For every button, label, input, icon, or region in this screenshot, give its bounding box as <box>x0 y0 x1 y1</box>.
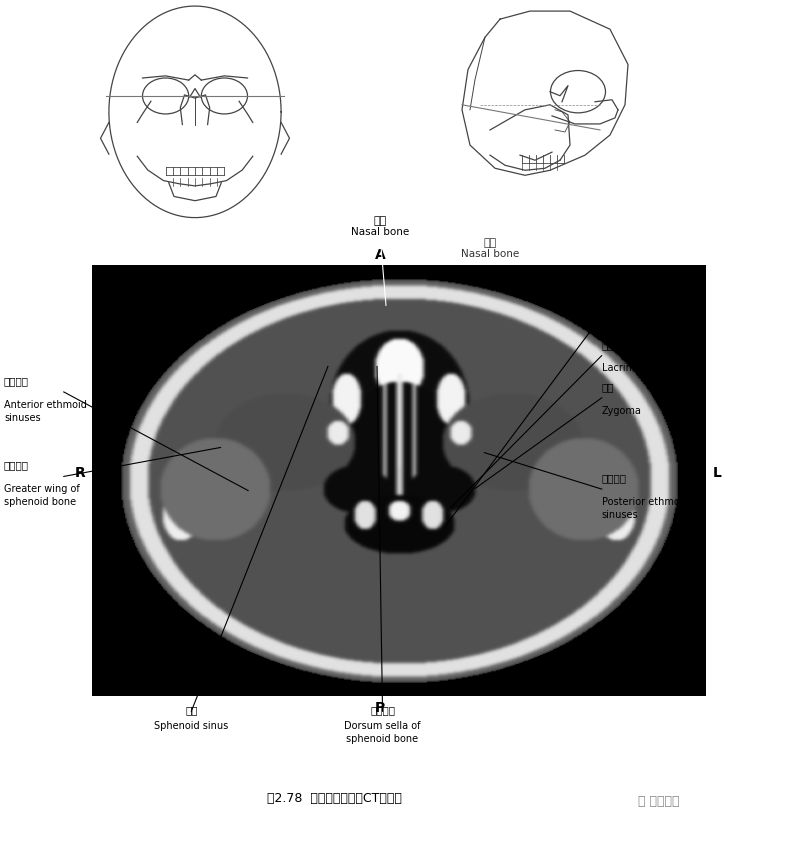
Text: Greater wing of
sphenoid bone: Greater wing of sphenoid bone <box>4 484 80 506</box>
Text: 筛窦前群: 筛窦前群 <box>4 376 29 386</box>
Text: R: R <box>74 466 85 479</box>
Text: 蝶骨大翼: 蝶骨大翼 <box>4 460 29 470</box>
Text: Nasal bone: Nasal bone <box>351 226 409 236</box>
Text: Lacrimal bone: Lacrimal bone <box>602 363 671 373</box>
Text: 蝶骨鞍背: 蝶骨鞍背 <box>370 705 395 715</box>
Text: 筛窦后群: 筛窦后群 <box>602 473 626 483</box>
Text: Anterior ethmoid
sinuses: Anterior ethmoid sinuses <box>4 399 87 422</box>
Text: Sphenoid sinus: Sphenoid sinus <box>154 720 229 730</box>
Text: 颧骨: 颧骨 <box>602 381 614 392</box>
Text: Dorsum sella of
sphenoid bone: Dorsum sella of sphenoid bone <box>344 720 421 743</box>
Text: 图2.78  面颅骨和筛窦，CT，轴位: 图2.78 面颅骨和筛窦，CT，轴位 <box>267 791 402 804</box>
Text: 泪骨: 泪骨 <box>602 339 614 349</box>
Text: Frontal process of
maxilla: Frontal process of maxilla <box>602 323 688 346</box>
Text: 上颌骨额突: 上颌骨额突 <box>602 300 633 310</box>
Text: L: L <box>713 466 722 479</box>
Text: 鼻骨: 鼻骨 <box>483 237 497 247</box>
Text: P: P <box>375 701 385 715</box>
Text: Posterior ethmoid
sinuses: Posterior ethmoid sinuses <box>602 496 689 519</box>
Text: Zygoma: Zygoma <box>602 405 642 415</box>
Text: Nasal bone: Nasal bone <box>461 249 519 258</box>
Text: 鼻骨: 鼻骨 <box>374 216 387 226</box>
Text: 🐼 熊猫放射: 🐼 熊猫放射 <box>638 793 679 807</box>
Text: A: A <box>375 247 386 262</box>
Text: 蝶窦: 蝶窦 <box>185 705 198 715</box>
